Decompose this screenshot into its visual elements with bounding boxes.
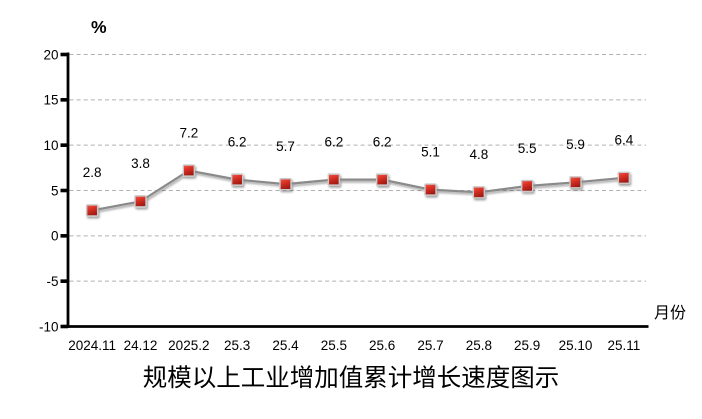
axes — [60, 52, 649, 329]
data-point-label: 6.2 — [228, 134, 247, 149]
x-tick-label: 25.3 — [224, 338, 250, 353]
data-point-label: 6.4 — [614, 133, 633, 148]
y-axis-tick-labels: 20 15 10 5 0 -5 -10 — [39, 47, 59, 334]
x-tick-label: 25.7 — [417, 338, 443, 353]
data-point-label: 3.8 — [131, 156, 150, 171]
data-point-marker — [327, 173, 341, 186]
y-tick-label: 0 — [51, 229, 59, 244]
data-point-marker — [182, 164, 196, 177]
data-point-marker — [520, 179, 534, 193]
y-tick-label: 5 — [51, 183, 59, 198]
data-point-label: 4.8 — [469, 147, 488, 162]
data-point-marker — [424, 183, 437, 196]
data-point-marker — [569, 176, 582, 189]
x-tick-label: 25.6 — [369, 338, 395, 353]
y-tick-label: 20 — [43, 47, 58, 62]
data-point-marker — [279, 177, 292, 191]
x-tick-label: 24.12 — [124, 338, 158, 353]
y-tick-label: -10 — [39, 319, 59, 334]
data-point-marker — [472, 186, 486, 199]
x-tick-label: 25.11 — [607, 338, 640, 353]
y-axis-unit-label: % — [91, 17, 107, 37]
data-point-label: 7.2 — [179, 125, 198, 140]
x-tick-label: 2025.2 — [168, 338, 209, 353]
data-point-marker — [617, 171, 631, 185]
gridlines — [69, 54, 646, 282]
y-tick-label: 10 — [43, 138, 58, 153]
data-point-label: 5.9 — [566, 137, 585, 152]
series-line — [91, 169, 624, 212]
series-group — [85, 164, 631, 217]
data-series — [85, 164, 631, 217]
data-point-label: 2.8 — [83, 165, 102, 180]
x-axis-tick-labels: 2024.11 24.12 2025.2 25.3 25.4 25.5 25.6 25.7 25… — [68, 338, 640, 353]
data-point-marker — [85, 204, 99, 217]
data-point-label: 6.2 — [324, 134, 343, 149]
y-tick-label: 15 — [43, 93, 58, 108]
x-tick-label: 2024.11 — [68, 338, 116, 353]
data-point-label: 6.2 — [373, 134, 392, 149]
data-point-label: 5.5 — [518, 141, 537, 156]
x-tick-label: 25.8 — [466, 338, 492, 353]
chart-title: 规模以上工业增加值累计增长速度图示 — [142, 365, 560, 392]
data-point-labels: 2.8 3.8 7.2 6.2 5.7 6.2 6.2 5.1 4.8 5.5 5.9 6.4 — [83, 125, 634, 180]
data-point-marker — [375, 173, 389, 186]
x-tick-label: 25.4 — [272, 338, 299, 353]
y-tick-label: -5 — [46, 274, 58, 289]
data-point-marker — [230, 173, 244, 186]
data-point-label: 5.1 — [421, 144, 440, 159]
data-point-label: 5.7 — [276, 139, 295, 154]
x-tick-label: 25.9 — [514, 338, 540, 353]
x-tick-label: 25.5 — [321, 338, 347, 353]
x-axis-unit-label: 月份 — [654, 305, 687, 322]
x-tick-label: 25.10 — [559, 338, 593, 353]
data-point-marker — [134, 195, 147, 208]
